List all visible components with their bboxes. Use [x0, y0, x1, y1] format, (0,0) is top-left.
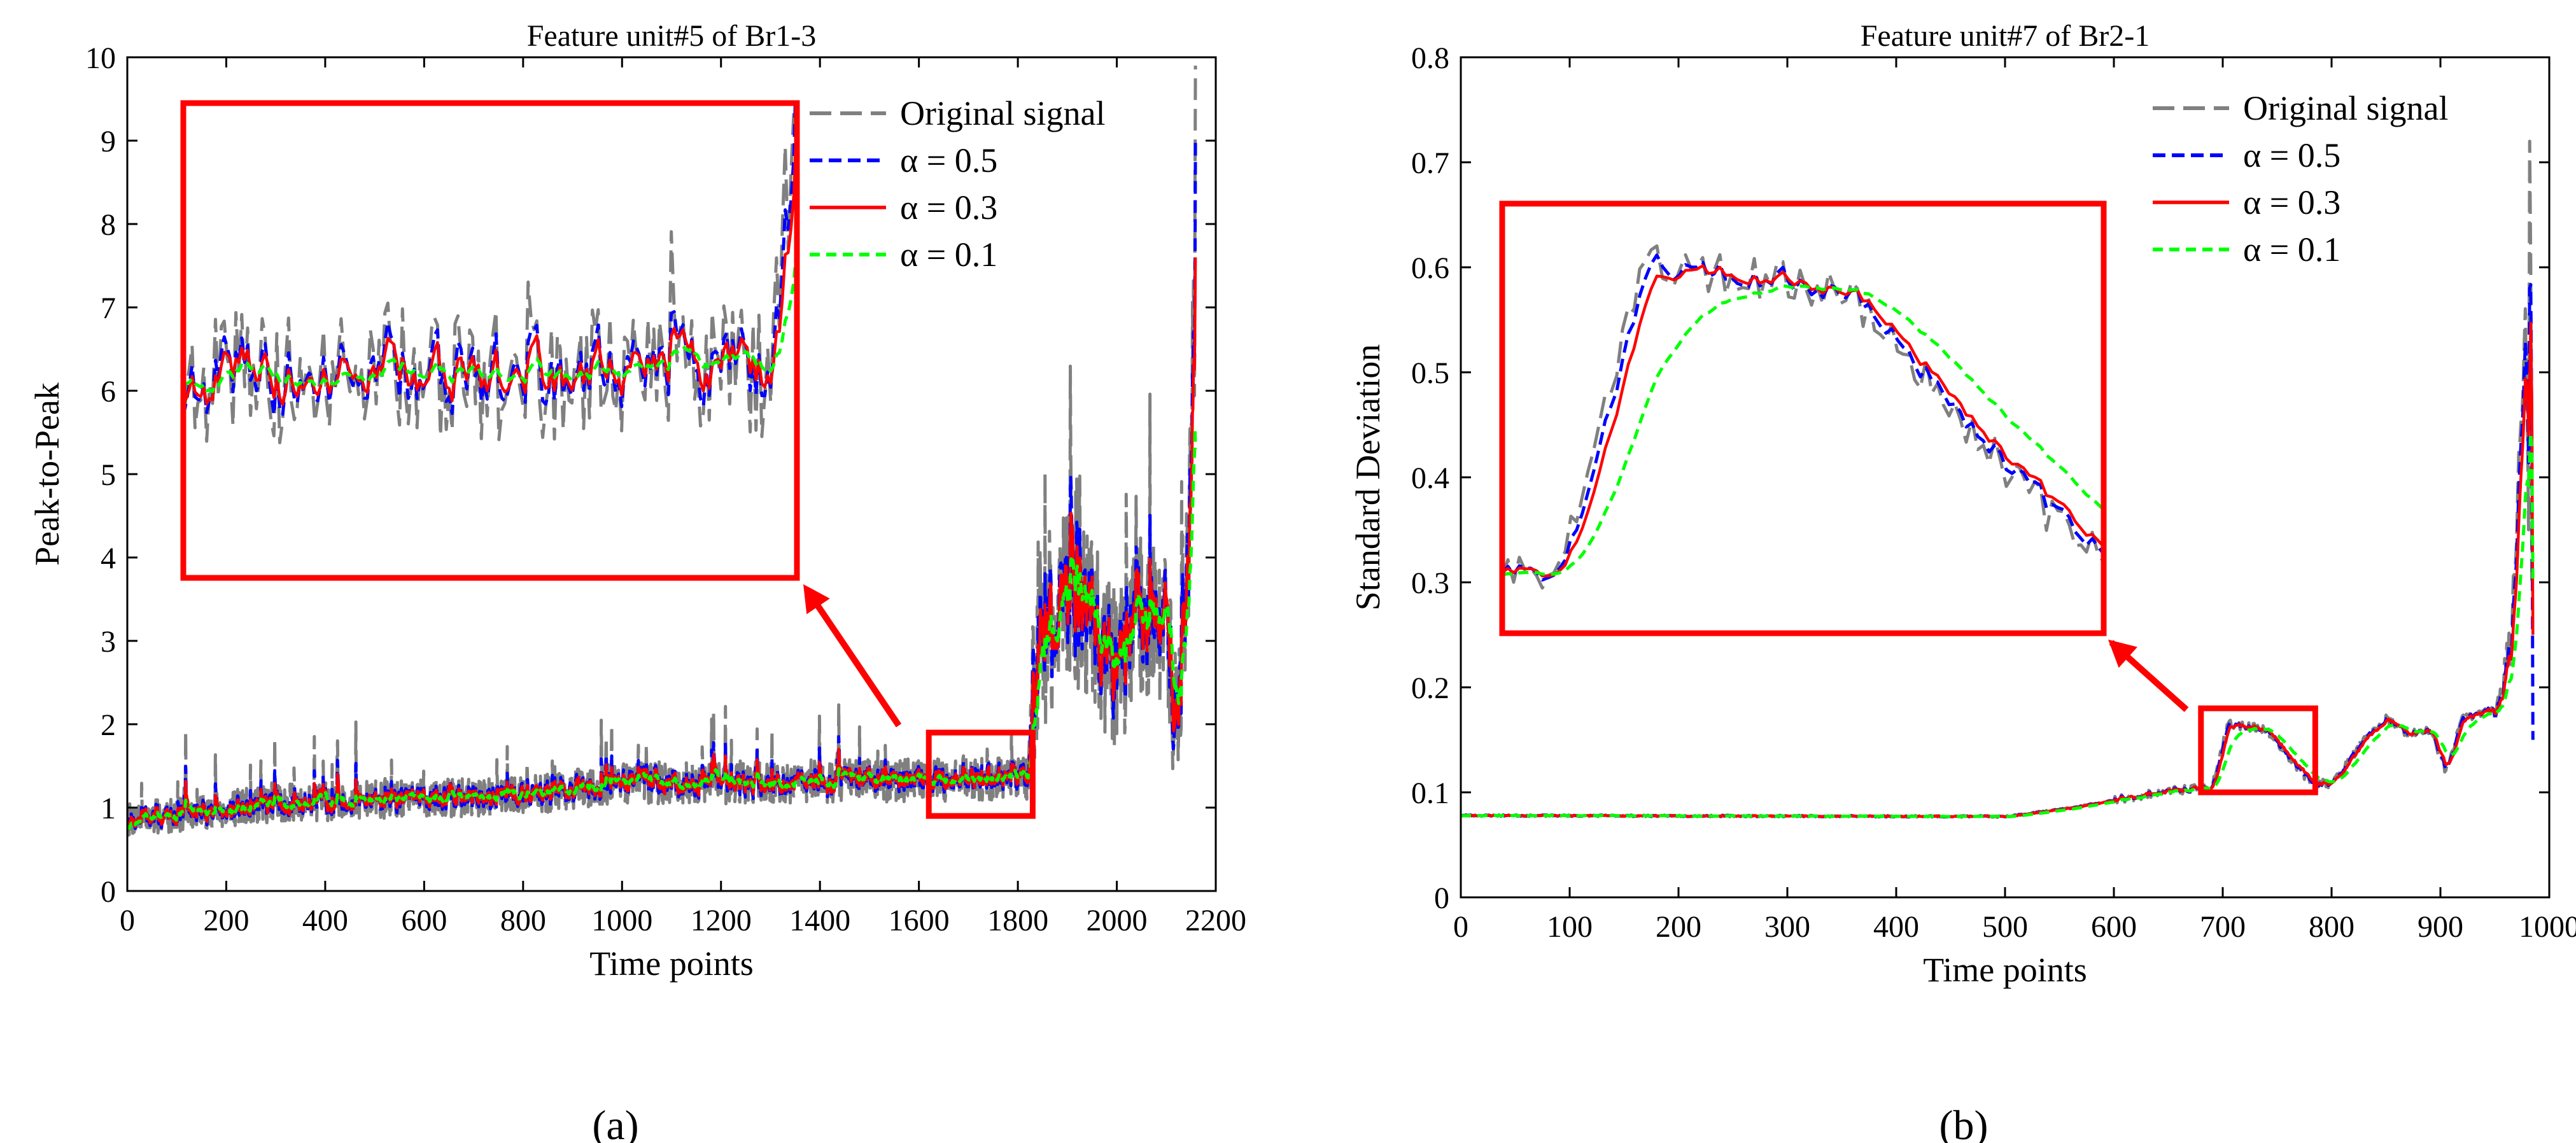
chart-title: Feature unit#7 of Br2-1	[1861, 19, 2150, 53]
y-tick-label: 10	[85, 41, 116, 75]
y-axis-label: Standard Deviation	[1349, 344, 1387, 610]
x-tick-label: 200	[1656, 910, 1701, 944]
x-tick-label: 600	[2091, 910, 2137, 944]
x-tick-label: 800	[2309, 910, 2354, 944]
x-tick-label: 800	[500, 904, 546, 937]
y-tick-label: 3	[101, 625, 116, 659]
y-tick-label: 8	[101, 208, 116, 242]
x-tick-label: 1800	[987, 904, 1048, 937]
series-line-s01	[1461, 431, 2535, 818]
x-tick-label: 700	[2200, 910, 2246, 944]
legend-label: α = 0.3	[900, 188, 997, 227]
x-tick-label: 400	[302, 904, 348, 937]
chart-title: Feature unit#5 of Br1-3	[527, 19, 817, 53]
y-tick-label: 6	[101, 375, 116, 409]
y-tick-label: 2	[101, 708, 116, 742]
x-axis-label: Time points	[589, 944, 754, 983]
x-tick-label: 2200	[1185, 904, 1246, 937]
y-tick-label: 7	[101, 291, 116, 325]
inset-series-group	[1504, 244, 2102, 590]
x-tick-label: 1400	[789, 904, 850, 937]
inset-line-s01	[1504, 284, 2102, 577]
legend-label: α = 0.5	[2243, 136, 2340, 174]
zoom-arrow-head	[803, 584, 830, 615]
y-axis-label: Peak-to-Peak	[28, 382, 66, 566]
y-tick-label: 0.6	[1411, 251, 1449, 285]
x-tick-label: 100	[1547, 910, 1593, 944]
y-tick-label: 9	[101, 125, 116, 158]
y-tick-label: 0.8	[1411, 41, 1449, 75]
inset-line-orig	[1504, 244, 2102, 590]
y-tick-label: 0.4	[1411, 461, 1449, 495]
x-tick-label: 1000	[2519, 910, 2576, 944]
y-tick-label: 1	[101, 792, 116, 825]
y-tick-label: 0.7	[1411, 146, 1449, 180]
legend-label: α = 0.3	[2243, 183, 2340, 221]
inset-line-s03	[1504, 264, 2102, 578]
inset-line-s03	[185, 120, 795, 406]
y-tick-label: 0	[1434, 881, 1449, 915]
x-tick-label: 1000	[591, 904, 652, 937]
inset-frame	[180, 100, 800, 581]
inset-line-s01	[185, 246, 795, 393]
chart-b: 0 100 200 300 400 500 600 700 800 900 1000 0 0.1 0.2 0…	[1349, 19, 2576, 989]
x-tick-label: 300	[1764, 910, 1810, 944]
panel-label-a: (a)	[592, 1102, 638, 1143]
legend-label: Original signal	[900, 94, 1105, 132]
zoom-region-box	[2198, 705, 2318, 796]
x-tick-label: 400	[1873, 910, 1919, 944]
x-tick-label: 200	[203, 904, 249, 937]
x-tick-label: 0	[120, 904, 135, 937]
x-tick-label: 1200	[691, 904, 752, 937]
inset-series-group	[185, 105, 795, 445]
series-group	[1461, 139, 2535, 819]
legend-label: α = 0.1	[900, 235, 997, 274]
x-tick-label: 500	[1982, 910, 2028, 944]
zoom-arrow-head	[2108, 640, 2137, 668]
panel-label-b: (b)	[1939, 1102, 1988, 1143]
inset-background	[1502, 204, 2104, 633]
y-tick-label: 0.5	[1411, 356, 1449, 390]
y-tick-label: 5	[101, 458, 116, 492]
series-group	[127, 66, 1197, 837]
x-tick-label: 900	[2418, 910, 2463, 944]
x-tick-label: 1600	[889, 904, 950, 937]
zoom-region-box	[926, 729, 1036, 819]
series-line-s01	[127, 426, 1197, 831]
y-tick-label: 0.3	[1411, 566, 1449, 600]
inset-line-orig	[185, 105, 795, 445]
y-tick-label: 0	[101, 875, 116, 909]
chart-a: 0 200 400 600 800 1000 1200 1400 1600 1800 2000 220…	[28, 19, 1246, 983]
x-axis-label: Time points	[1923, 951, 2087, 989]
y-tick-label: 4	[101, 542, 116, 575]
inset-frame	[1499, 200, 2107, 636]
legend-label: Original signal	[2243, 89, 2448, 127]
zoom-arrow-shaft	[804, 588, 902, 727]
y-tick-label: 0.2	[1411, 671, 1449, 705]
legend-label: α = 0.1	[2243, 230, 2340, 269]
y-tick-label: 0.1	[1411, 776, 1449, 810]
x-tick-label: 2000	[1087, 904, 1148, 937]
x-tick-label: 0	[1453, 910, 1468, 944]
x-tick-label: 600	[401, 904, 447, 937]
legend-label: α = 0.5	[900, 141, 997, 179]
